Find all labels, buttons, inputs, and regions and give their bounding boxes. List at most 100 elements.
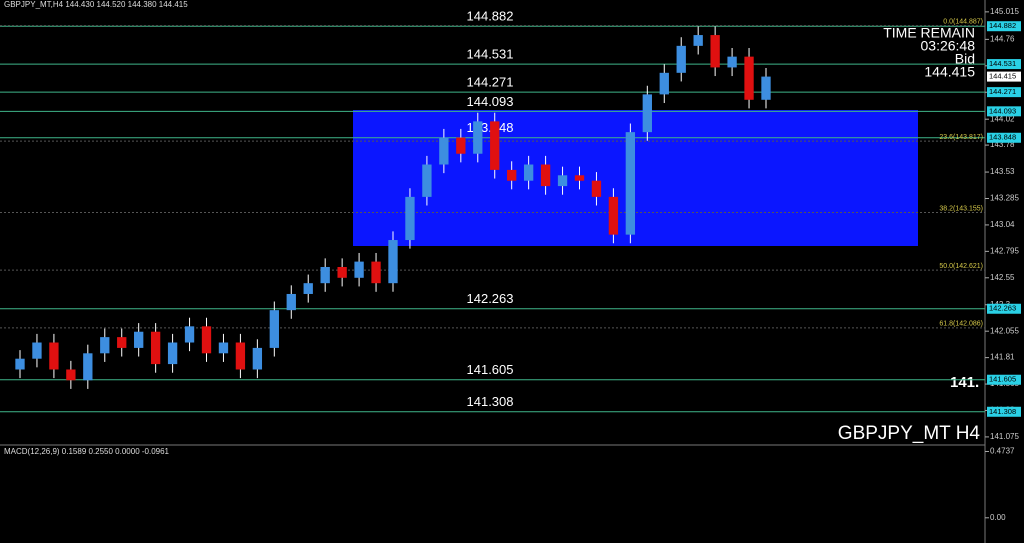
candle-body <box>201 326 212 354</box>
y-tick-label: 144.02 <box>990 114 1015 123</box>
header: GBPJPY_MT,H4 144.430 144.520 144.380 144… <box>4 0 188 9</box>
bid-value: 144.415 <box>924 64 975 80</box>
y-tick-label: 143.285 <box>990 194 1019 203</box>
candle-body <box>100 337 110 354</box>
price-tag-label: 144.531 <box>989 59 1016 68</box>
candle-body <box>676 45 686 73</box>
price-tag <box>987 59 1021 70</box>
price-tag-label: 144.882 <box>989 21 1016 30</box>
fib-label: 38.2(143.155) <box>939 205 983 212</box>
candle-body <box>184 326 195 343</box>
time-remain-label: TIME REMAIN <box>883 25 975 41</box>
zone-box <box>353 110 918 246</box>
candle-body <box>507 169 517 181</box>
candle-body <box>473 121 483 154</box>
macd-tick-label: 0.4737 <box>990 447 1015 456</box>
bid-label: Bid <box>955 51 975 67</box>
candle-body <box>439 137 449 165</box>
candle-body <box>405 196 415 241</box>
candle-body <box>337 267 347 278</box>
fib-label: 61.8(142.086) <box>939 321 983 328</box>
macd-title: MACD(12,26,9) 0.1589 0.2550 0.0000 -0.09… <box>4 447 170 456</box>
candle-body <box>269 310 279 348</box>
candle-body <box>15 358 25 370</box>
y-tick-label: 143.78 <box>990 140 1015 149</box>
price-tag <box>987 374 1021 385</box>
fib-label: 0.0(144.887) <box>943 19 983 26</box>
candle-body <box>388 240 398 284</box>
candle-body <box>134 331 144 348</box>
candle-body <box>354 261 364 278</box>
candle-body <box>456 137 466 154</box>
candle-body <box>540 164 551 187</box>
candle-body <box>218 342 229 354</box>
time-remain: 03:26:48 <box>921 38 976 54</box>
candle-body <box>235 342 246 370</box>
price-tag-label: 143.848 <box>989 133 1016 142</box>
candle-body <box>608 196 619 235</box>
y-tick-label: 145.015 <box>990 7 1019 16</box>
y-tick-label: 141.81 <box>990 353 1015 362</box>
level-label: 144.093 <box>467 94 514 109</box>
y-tick-label: 143.04 <box>990 220 1015 229</box>
candle-body <box>286 293 296 311</box>
y-tick-label: 142.55 <box>990 273 1015 282</box>
price-tag <box>987 87 1021 98</box>
price-tag <box>987 303 1021 314</box>
candle-body <box>117 337 127 348</box>
price-tag-label: 144.271 <box>989 87 1016 96</box>
candle-body <box>83 353 93 381</box>
y-tick-label: 143.53 <box>990 167 1015 176</box>
candle-body <box>32 342 42 359</box>
candle-body <box>303 283 313 294</box>
level-label: 141.605 <box>467 362 514 377</box>
candle-body <box>591 180 602 197</box>
current-price-label: 144.415 <box>989 72 1016 81</box>
level-label: 144.882 <box>467 9 514 24</box>
level-label: 144.271 <box>467 75 514 90</box>
y-tick-label: 142.795 <box>990 246 1019 255</box>
candle-body <box>642 94 652 133</box>
candle-body <box>320 267 330 284</box>
fib-label: 50.0(142.621) <box>939 263 983 270</box>
price-tag <box>987 106 1021 117</box>
level-label: 144.531 <box>467 47 514 62</box>
candle-body <box>557 175 568 187</box>
current-price-tag <box>987 71 1021 82</box>
candle-body <box>422 164 432 197</box>
price-tag-label: 141.308 <box>989 407 1016 416</box>
price-tag <box>987 406 1021 417</box>
y-tick-label: 142.055 <box>990 326 1019 335</box>
candle-body <box>371 261 381 284</box>
candle-body <box>744 56 754 100</box>
candle-body <box>727 56 737 68</box>
candle-body <box>252 347 263 370</box>
symbol-label: GBPJPY_MT H4 <box>838 423 981 444</box>
price-tag-label: 142.263 <box>989 304 1016 313</box>
y-tick-label: 141.075 <box>990 432 1019 441</box>
level-label: 142.263 <box>467 291 514 306</box>
price-tag <box>987 21 1021 32</box>
partial-label: 141. <box>950 374 979 391</box>
candle-body <box>49 342 59 370</box>
candle-body <box>574 175 585 181</box>
candle-body <box>710 35 720 68</box>
candle-body <box>523 164 534 181</box>
candle-body <box>693 35 703 46</box>
price-tag-label: 141.605 <box>989 375 1016 384</box>
fib-label: 23.6(143.817) <box>939 134 983 141</box>
candle-body <box>659 72 669 95</box>
candle-body <box>490 121 500 170</box>
price-tag <box>987 132 1021 143</box>
y-tick-label: 144.76 <box>990 34 1015 43</box>
level-label: 141.308 <box>467 394 514 409</box>
candle-body <box>66 369 76 381</box>
candle-body <box>761 76 771 100</box>
price-tag-label: 144.093 <box>989 106 1016 115</box>
candle-body <box>625 132 636 235</box>
macd-tick-label: 0.00 <box>990 513 1006 522</box>
candle-body <box>167 342 178 365</box>
candle-body <box>150 331 161 365</box>
